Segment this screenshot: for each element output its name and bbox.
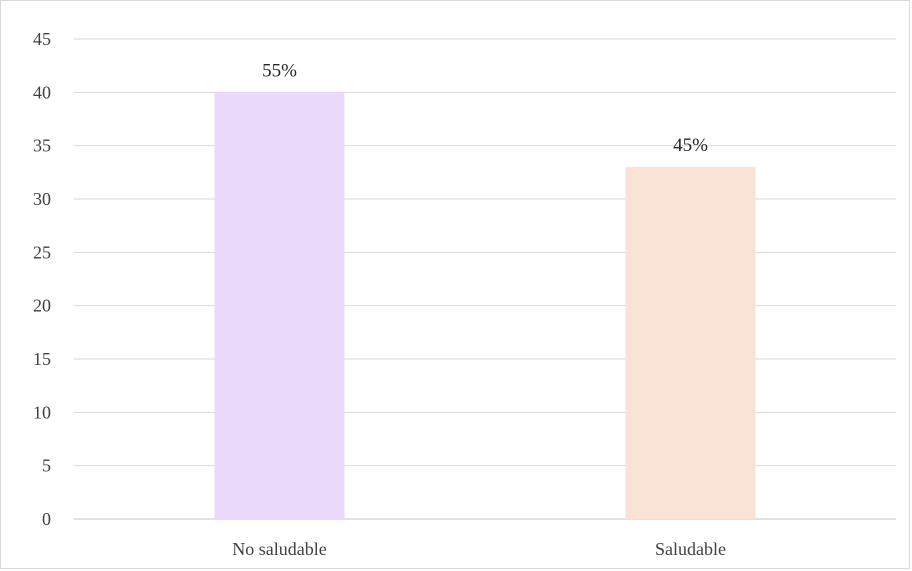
y-tick-label: 15 [33, 349, 51, 369]
data-label: 45% [673, 135, 708, 156]
category-label: Saludable [655, 539, 726, 559]
gridlines [74, 38, 896, 520]
y-tick-label: 5 [42, 456, 51, 476]
data-label: 55% [262, 60, 297, 81]
bar-saludable [625, 167, 756, 519]
y-tick-label: 35 [33, 136, 51, 156]
y-tick-label: 30 [33, 189, 51, 209]
category-label: No saludable [232, 539, 326, 559]
y-tick-label: 40 [33, 82, 51, 102]
x-axis-categories: No saludable Saludable [232, 539, 726, 559]
y-tick-label: 10 [33, 402, 51, 422]
y-axis-ticks: 0 5 10 15 20 25 30 35 40 45 [33, 29, 51, 529]
y-tick-label: 25 [33, 242, 51, 262]
bars [214, 92, 756, 519]
bar-no-saludable [214, 92, 345, 519]
y-tick-label: 20 [33, 296, 51, 316]
y-tick-label: 45 [33, 29, 51, 49]
data-labels: 55% 45% [262, 60, 708, 156]
y-tick-label: 0 [42, 509, 51, 529]
